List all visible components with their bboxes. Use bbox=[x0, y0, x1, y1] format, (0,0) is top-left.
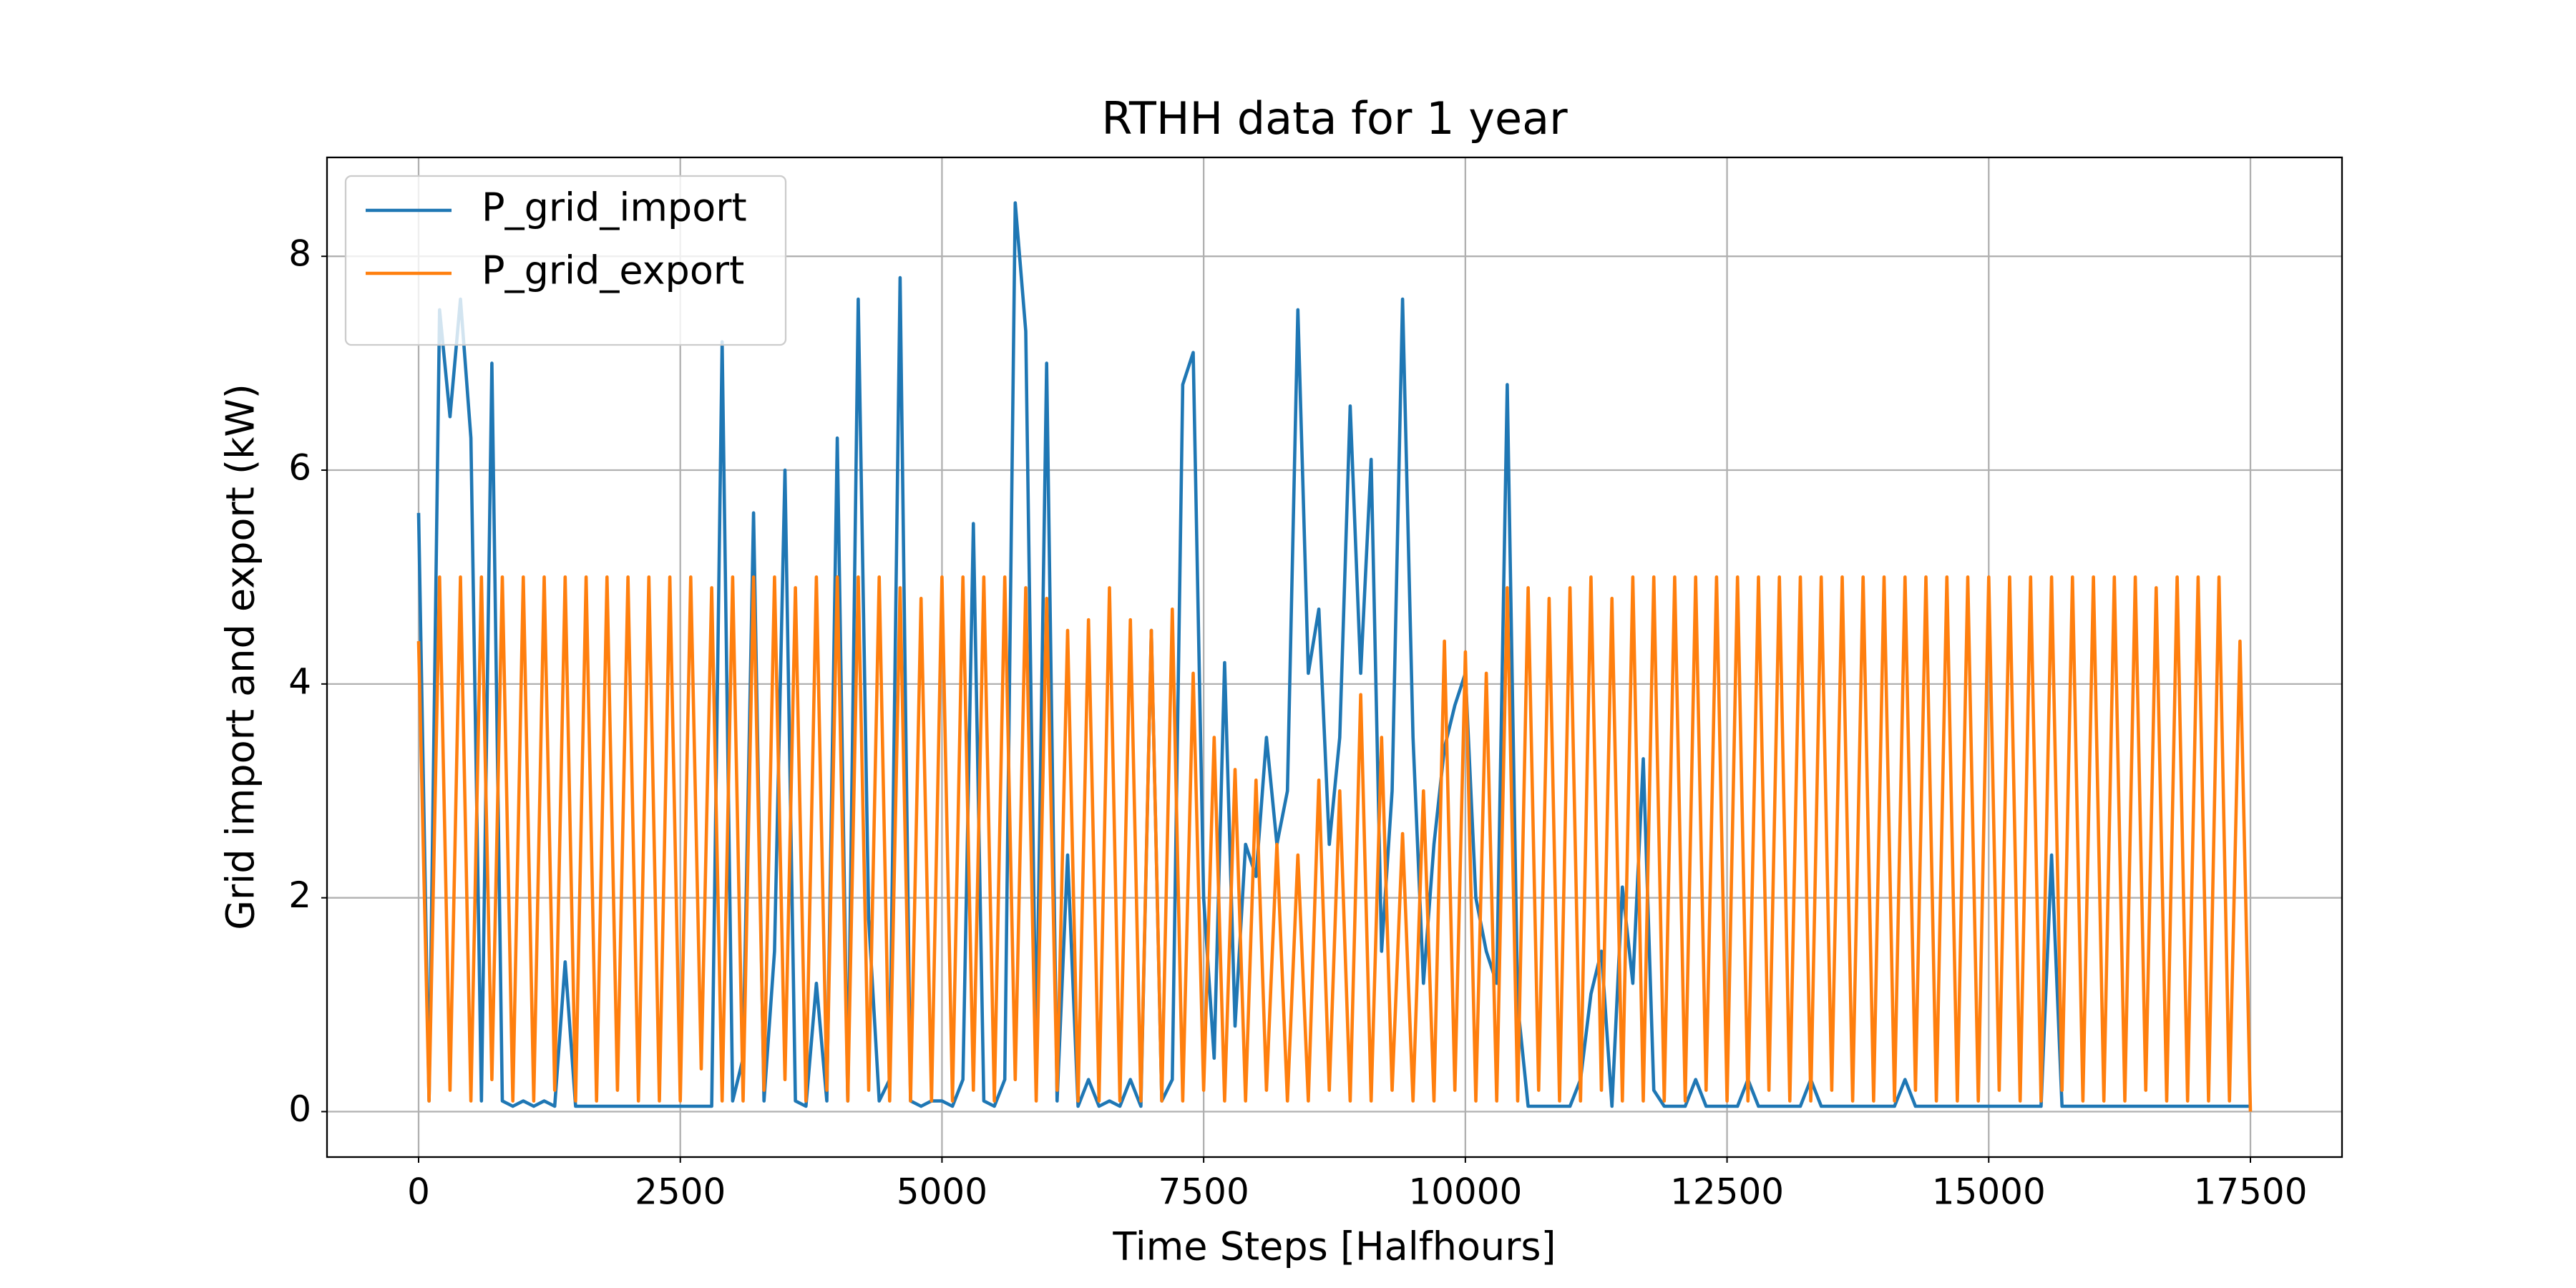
legend-label: P_grid_import bbox=[482, 185, 747, 230]
x-tick-label: 5000 bbox=[897, 1171, 987, 1213]
x-tick-label: 17500 bbox=[2193, 1171, 2307, 1213]
y-tick-label: 4 bbox=[288, 660, 311, 702]
x-tick-label: 0 bbox=[407, 1171, 430, 1213]
legend-label: P_grid_export bbox=[482, 248, 744, 293]
x-tick-label: 2500 bbox=[635, 1171, 726, 1213]
x-axis-label: Time Steps [Halfhours] bbox=[1112, 1224, 1556, 1269]
y-tick-label: 2 bbox=[288, 874, 311, 916]
x-tick-label: 10000 bbox=[1408, 1171, 1522, 1213]
y-tick-label: 0 bbox=[288, 1088, 311, 1130]
y-tick-label: 6 bbox=[288, 447, 311, 489]
series-line bbox=[416, 575, 2253, 1112]
x-tick-label: 7500 bbox=[1158, 1171, 1249, 1213]
y-tick-label: 8 bbox=[288, 233, 311, 275]
series-line bbox=[416, 201, 2250, 1108]
plot-frame bbox=[326, 156, 2343, 1158]
chart-title: RTHH data for 1 year bbox=[1101, 92, 1568, 145]
y-axis-label: Grid import and export (kW) bbox=[218, 384, 263, 930]
legend-box bbox=[344, 175, 787, 346]
x-tick-label: 12500 bbox=[1670, 1171, 1784, 1213]
x-tick-label: 15000 bbox=[1932, 1171, 2046, 1213]
